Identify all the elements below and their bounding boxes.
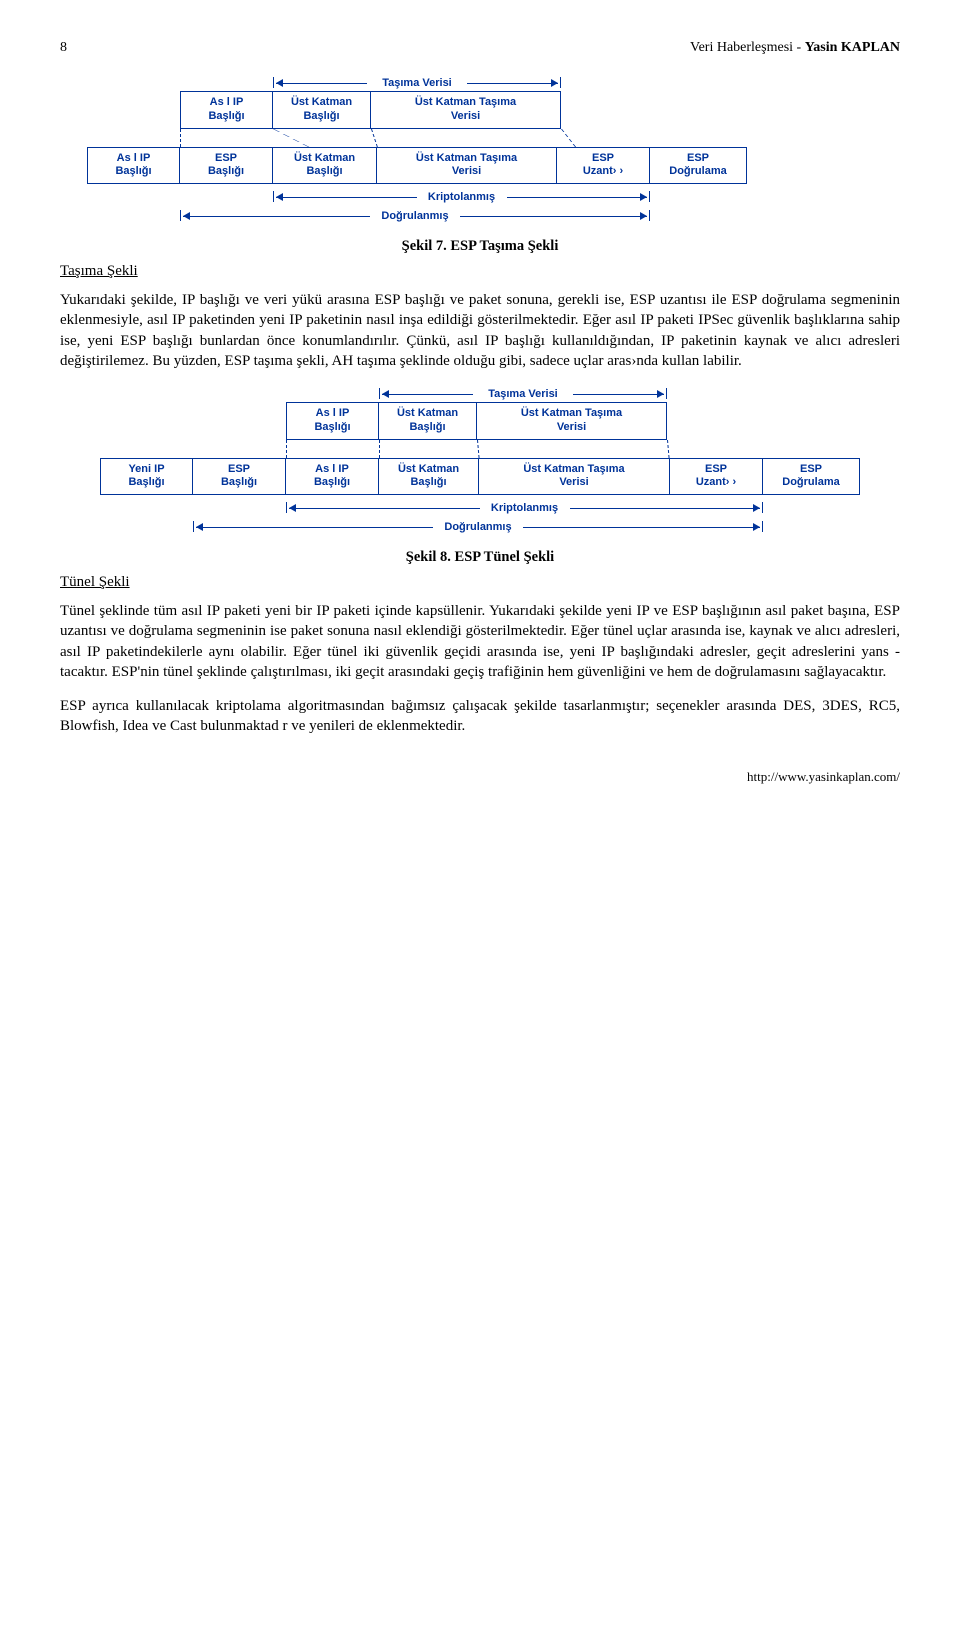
cell-yeni-ip: Yeni IPBaşlığı	[100, 458, 193, 496]
fig7-dash	[180, 129, 900, 147]
cell-asil-ip: As l IPBaşlığı	[286, 402, 379, 440]
fig7-span-tasima: Taşıma Verisi	[273, 74, 561, 91]
cell-ust-katman-tasima: Üst Katman TaşımaVerisi	[477, 402, 667, 440]
footer-link: http://www.yasinkaplan.com/	[60, 769, 900, 785]
page-number: 8	[60, 40, 67, 56]
fig8-span-tasima: Taşıma Verisi	[379, 385, 667, 402]
cell-ust-katman: Üst KatmanBaşlığı	[379, 402, 477, 440]
section2-title: Tünel Şekli	[60, 574, 900, 591]
doc-title: Veri Haberleşmesi - Yasin KAPLAN	[690, 40, 900, 56]
fig7-span-dogr: Doğrulanmış	[180, 207, 650, 224]
span-label: Taşıma Verisi	[482, 388, 564, 400]
span-label: Kriptolanmış	[422, 191, 501, 203]
figure-8: Taşıma Verisi As l IPBaşlığı Üst KatmanB…	[60, 385, 900, 535]
fig8-bottom-row: Yeni IPBaşlığı ESPBaşlığı As l IPBaşlığı…	[100, 458, 860, 496]
doc-title-text: Veri Haberleşmesi -	[690, 40, 805, 55]
cell-asil-ip: As l IPBaşlığı	[180, 91, 273, 129]
fig8-span-dogr: Doğrulanmış	[193, 518, 763, 535]
cell-esp-dogr: ESPDoğrulama	[650, 147, 747, 185]
cell-ust-katman-tasima: Üst Katman TaşımaVerisi	[479, 458, 670, 496]
span-label: Kriptolanmış	[485, 502, 564, 514]
fig7-bottom-row: As l IPBaşlığı ESPBaşlığı Üst KatmanBaşl…	[87, 147, 747, 185]
fig8-span-kripto: Kriptolanmış	[286, 499, 763, 516]
fig7-top-row: As l IPBaşlığı Üst KatmanBaşlığı Üst Kat…	[180, 91, 561, 129]
section1-body: Yukarıdaki şekilde, IP başlığı ve veri y…	[60, 290, 900, 371]
section2-body2: ESP ayrıca kullanılacak kriptolama algor…	[60, 696, 900, 737]
fig8-top-row: As l IPBaşlığı Üst KatmanBaşlığı Üst Kat…	[286, 402, 667, 440]
section1-title: Taşıma Şekli	[60, 263, 900, 280]
cell-asil-ip-2: As l IPBaşlığı	[87, 147, 180, 185]
cell-ust-katman: Üst KatmanBaşlığı	[379, 458, 479, 496]
cell-ust-katman-tasima: Üst Katman TaşımaVerisi	[371, 91, 561, 129]
cell-esp-uzant: ESPUzant› ›	[670, 458, 763, 496]
page-header: 8 Veri Haberleşmesi - Yasin KAPLAN	[60, 40, 900, 56]
span-label: Doğrulanmış	[438, 521, 517, 533]
cell-asil-ip: As l IPBaşlığı	[286, 458, 379, 496]
cell-esp-uzant: ESPUzant› ›	[557, 147, 650, 185]
footer-url[interactable]: http://www.yasinkaplan.com/	[747, 769, 900, 784]
cell-ust-katman-2: Üst KatmanBaşlığı	[273, 147, 377, 185]
cell-ust-katman-tasima-2: Üst Katman TaşımaVerisi	[377, 147, 557, 185]
section2-body1: Tünel şeklinde tüm asıl IP paketi yeni b…	[60, 601, 900, 682]
cell-esp: ESPBaşlığı	[180, 147, 273, 185]
fig8-dash	[100, 440, 900, 458]
span-label: Taşıma Verisi	[376, 77, 458, 89]
fig7-span-kripto: Kriptolanmış	[273, 188, 650, 205]
cell-esp: ESPBaşlığı	[193, 458, 286, 496]
span-label: Doğrulanmış	[375, 210, 454, 222]
figure-7: Taşıma Verisi As l IPBaşlığı Üst KatmanB…	[60, 74, 900, 224]
doc-author: Yasin KAPLAN	[805, 40, 900, 55]
fig7-caption: Şekil 7. ESP Taşıma Şekli	[60, 238, 900, 255]
cell-esp-dogr: ESPDoğrulama	[763, 458, 860, 496]
cell-ust-katman: Üst KatmanBaşlığı	[273, 91, 371, 129]
fig8-caption: Şekil 8. ESP Tünel Şekli	[60, 549, 900, 566]
